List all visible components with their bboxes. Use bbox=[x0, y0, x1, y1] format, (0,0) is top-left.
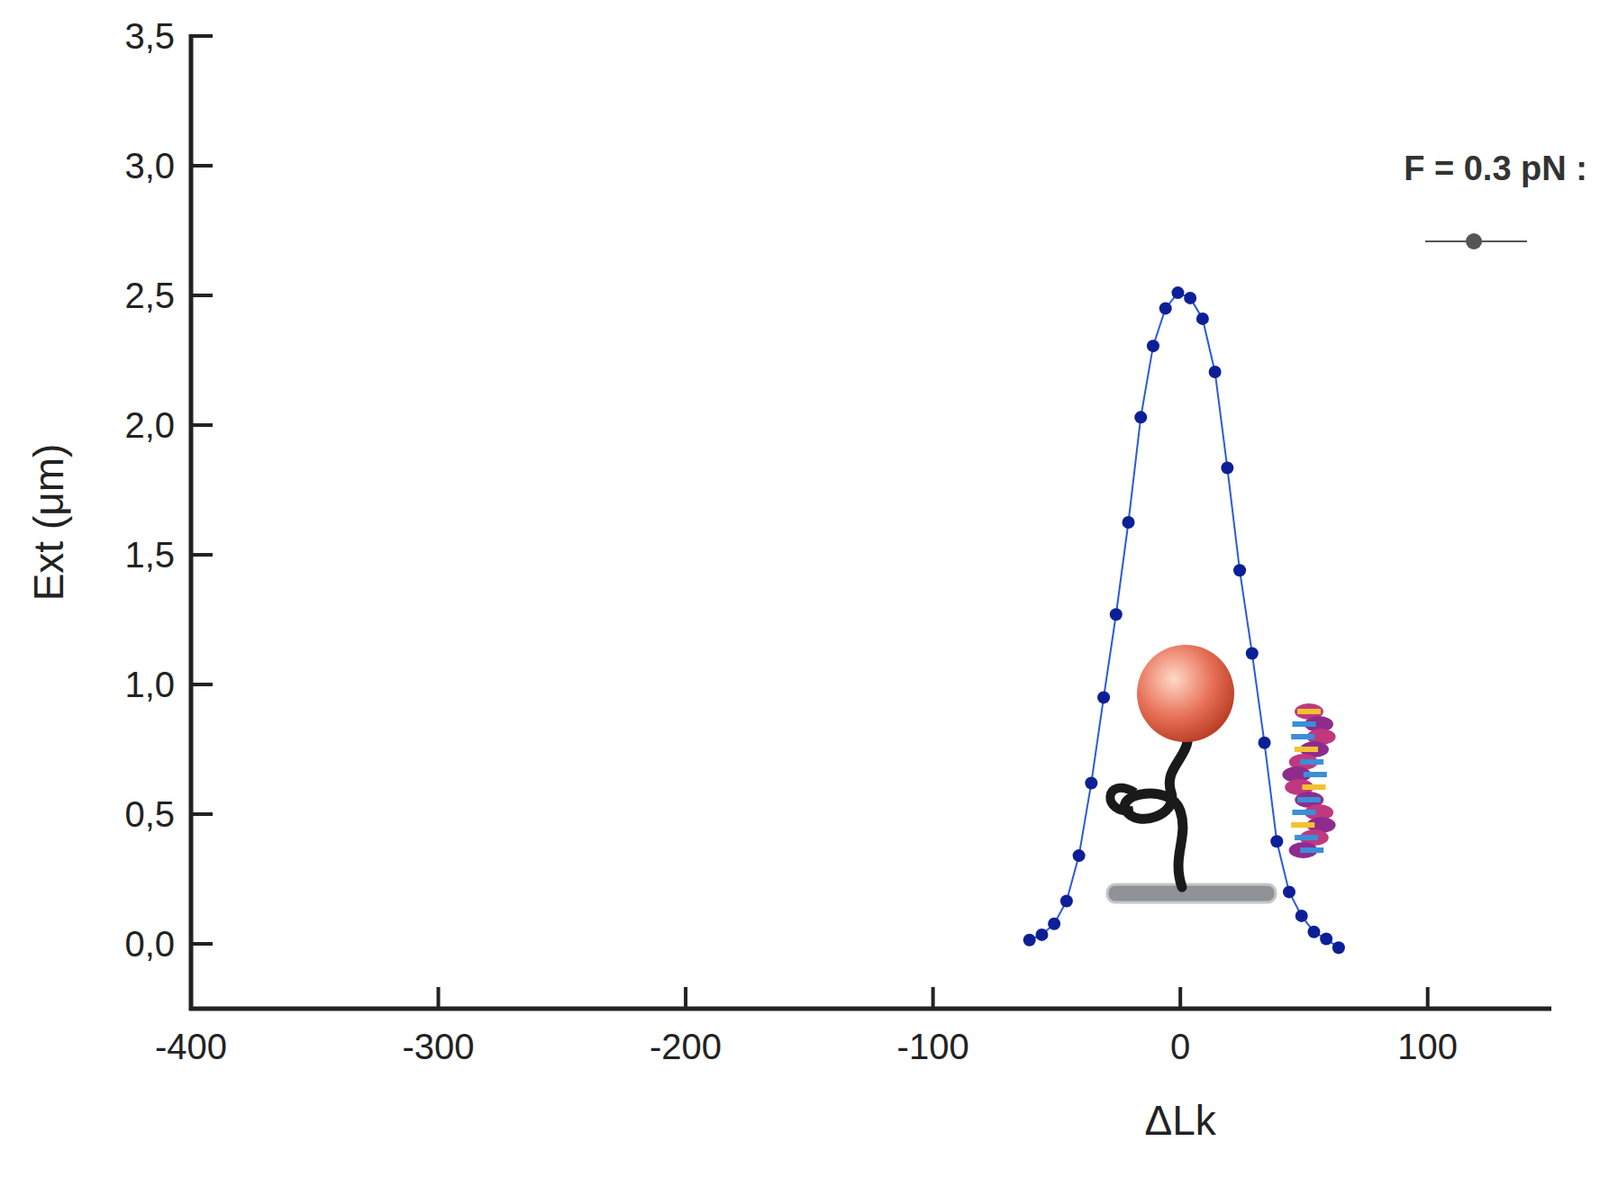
x-axis-title: ΔLk bbox=[1145, 1097, 1218, 1145]
chart: 0,0 0,5 1,0 1,5 2,0 2,5 3,0 3,5 -400 -300 -200 -100… bbox=[0, 0, 1600, 1178]
data-point bbox=[1072, 849, 1086, 863]
data-point bbox=[1209, 365, 1222, 379]
y-tick bbox=[190, 423, 213, 428]
data-point bbox=[1295, 909, 1309, 923]
dna-base bbox=[1294, 746, 1319, 753]
legend-label: F = 0.3 pN : bbox=[1403, 149, 1588, 188]
legend: F = 0.3 pN : bbox=[1403, 149, 1588, 250]
illustration bbox=[1107, 645, 1337, 903]
data-point bbox=[1307, 926, 1320, 939]
y-tick-label: 2,5 bbox=[124, 275, 175, 316]
y-tick-label: 3,0 bbox=[124, 145, 175, 186]
x-tick bbox=[683, 987, 688, 1010]
x-tick-label: -200 bbox=[649, 1027, 722, 1067]
data-point bbox=[1220, 462, 1234, 475]
x-axis bbox=[189, 1007, 1552, 1012]
data-point bbox=[1319, 933, 1333, 946]
data-point bbox=[1233, 563, 1246, 577]
bead bbox=[1136, 645, 1235, 743]
dna-base bbox=[1292, 721, 1317, 728]
data-point bbox=[1332, 941, 1346, 955]
y-tick-label: 3,5 bbox=[124, 16, 175, 56]
data-point bbox=[1146, 339, 1160, 353]
y-tick bbox=[190, 293, 213, 298]
y-tick-label: 1,0 bbox=[124, 664, 175, 705]
x-tick-label: 0 bbox=[1170, 1027, 1191, 1067]
dna-base bbox=[1300, 847, 1324, 854]
x-tick bbox=[436, 987, 441, 1010]
data-point bbox=[1270, 835, 1283, 848]
data-point bbox=[1122, 516, 1136, 529]
y-tick bbox=[190, 34, 213, 38]
surface bbox=[1107, 884, 1276, 903]
dna-base bbox=[1297, 797, 1321, 803]
data-point bbox=[1282, 885, 1296, 899]
data-point bbox=[1023, 934, 1037, 947]
data-point bbox=[1183, 291, 1197, 305]
y-tick bbox=[190, 553, 213, 557]
x-tick-label: -400 bbox=[154, 1027, 228, 1067]
y-axis bbox=[189, 34, 194, 1011]
dna-base bbox=[1301, 784, 1326, 791]
y-tick-label: 0,5 bbox=[124, 794, 175, 835]
x-tick bbox=[1426, 987, 1430, 1010]
y-tick-label: 2,0 bbox=[124, 405, 175, 446]
data-point bbox=[1245, 646, 1259, 660]
series-line bbox=[1029, 292, 1339, 948]
data-point bbox=[1047, 918, 1061, 931]
tether bbox=[1124, 725, 1189, 888]
data-point bbox=[1035, 928, 1048, 942]
x-tick bbox=[931, 987, 936, 1010]
y-tick-label: 1,5 bbox=[124, 535, 175, 575]
x-tick-label: -300 bbox=[402, 1027, 475, 1067]
y-tick bbox=[190, 942, 213, 946]
y-tick bbox=[190, 812, 213, 817]
dna-base bbox=[1290, 822, 1315, 828]
data-point bbox=[1097, 690, 1110, 704]
x-tick bbox=[1178, 987, 1182, 1010]
y-tick-label: 0,0 bbox=[124, 924, 175, 964]
dna-base bbox=[1297, 709, 1321, 715]
plot-area bbox=[1023, 286, 1346, 955]
legend-marker bbox=[1465, 233, 1482, 250]
data-point bbox=[1171, 286, 1184, 300]
dna-base bbox=[1290, 734, 1315, 740]
dna-base bbox=[1291, 809, 1316, 816]
dna-base bbox=[1303, 772, 1328, 778]
y-axis-title: Ext (μm) bbox=[25, 444, 73, 602]
y-tick bbox=[190, 682, 213, 687]
dna-base bbox=[1300, 759, 1324, 765]
x-tick-label: -100 bbox=[897, 1027, 970, 1067]
tether-loop bbox=[1109, 788, 1136, 812]
data-point bbox=[1159, 301, 1173, 315]
data-point bbox=[1109, 608, 1123, 621]
y-tick bbox=[190, 163, 213, 168]
x-tick-label: 100 bbox=[1397, 1027, 1458, 1067]
data-point bbox=[1060, 894, 1073, 908]
dna-icon bbox=[1281, 703, 1336, 859]
data-point bbox=[1196, 312, 1210, 326]
data-point bbox=[1258, 736, 1272, 750]
data-point bbox=[1084, 776, 1098, 790]
data-point bbox=[1134, 410, 1147, 424]
dna-base bbox=[1294, 835, 1319, 841]
